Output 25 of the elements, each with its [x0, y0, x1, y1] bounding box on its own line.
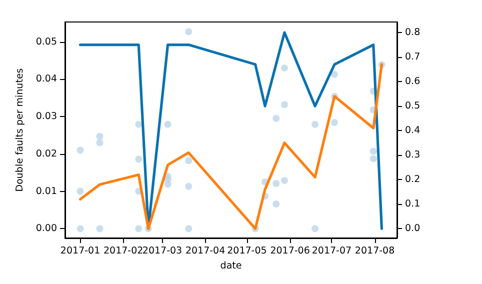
x-tick-label: 2017-08 — [354, 246, 395, 256]
x-tick-label: 2017-03 — [142, 246, 182, 256]
x-tick-label: 2017-06 — [270, 246, 310, 256]
y-tick-label: 0.04 — [36, 74, 57, 85]
y-axis-title: Double faults per minutes — [14, 68, 26, 192]
y2-tick-label: 0.6 — [405, 76, 420, 88]
y2-tick-label: 0.2 — [405, 174, 420, 186]
x-tick-label: 2017-05 — [227, 246, 267, 256]
y2-tick-label: 0.4 — [405, 125, 420, 136]
y2-tick-label: 0.3 — [405, 150, 420, 161]
x-tick-label: 2017-07 — [312, 246, 352, 256]
y2-tick-label: 0.1 — [405, 198, 420, 210]
y2-tick-label: 0.7 — [405, 52, 420, 63]
y-tick-label: 0.03 — [36, 111, 57, 122]
x-tick-label: 2017-02 — [103, 246, 144, 256]
y2-tick-label: 0.5 — [405, 100, 420, 112]
x-tick-label: 2017-01 — [60, 246, 100, 256]
y2-tick-label: 0.8 — [405, 27, 420, 38]
y-tick-label: 0.05 — [36, 36, 57, 48]
y-tick-label: 0.00 — [36, 223, 57, 234]
x-axis-title: date — [220, 260, 242, 272]
y-tick-label: 0.02 — [36, 148, 57, 160]
y2-tick-label: 0.0 — [405, 223, 420, 234]
y-tick-label: 0.01 — [36, 186, 57, 197]
x-tick-label: 2017-04 — [185, 246, 226, 256]
